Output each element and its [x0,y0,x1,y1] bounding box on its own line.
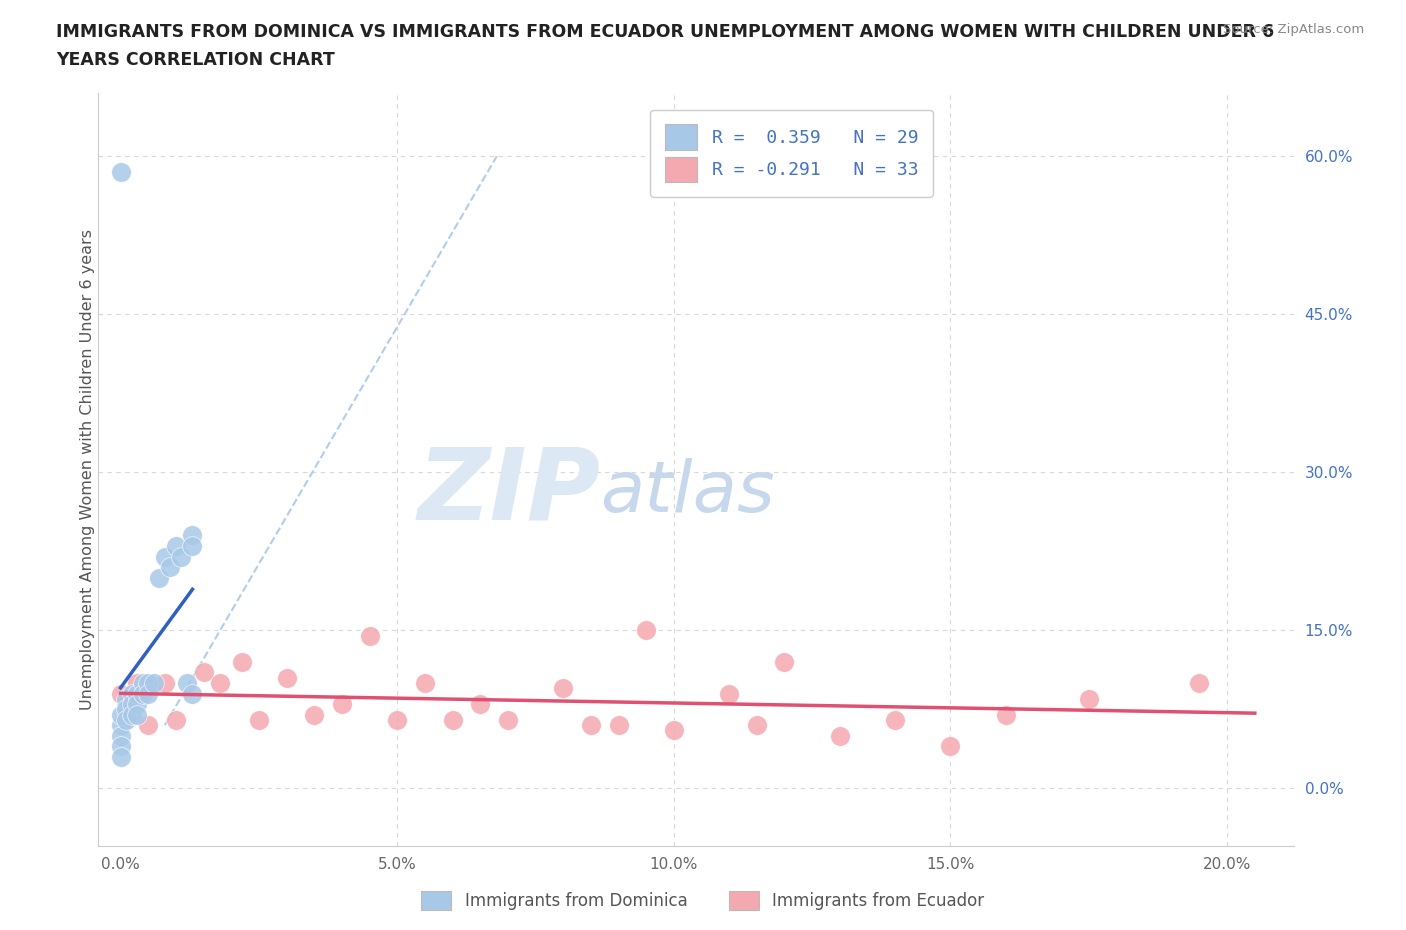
Point [121,697,143,711]
Point [110,165,132,179]
Point [359,628,381,643]
Point [302,707,325,722]
Point [153,549,176,564]
Point [136,718,159,733]
Point [115,712,138,727]
Point [330,697,353,711]
Point [773,655,796,670]
Point [121,686,143,701]
Point [170,549,193,564]
Point [181,686,204,701]
Point [636,623,658,638]
Point [131,675,153,690]
Point [115,702,138,717]
Point [181,538,204,553]
Point [607,718,630,733]
Point [110,728,132,743]
Point [127,675,149,690]
Point [110,686,132,701]
Point [662,723,685,737]
Point [553,681,575,696]
Y-axis label: Unemployment Among Women with Children Under 6 years: Unemployment Among Women with Children U… [80,229,94,711]
Text: IMMIGRANTS FROM DOMINICA VS IMMIGRANTS FROM ECUADOR UNEMPLOYMENT AMONG WOMEN WIT: IMMIGRANTS FROM DOMINICA VS IMMIGRANTS F… [56,23,1274,41]
Point [209,675,232,690]
Point [131,686,153,701]
Point [110,707,132,722]
Point [828,728,851,743]
Point [136,686,159,701]
Point [121,707,143,722]
Point [939,738,962,753]
Point [181,528,204,543]
Point [231,655,253,670]
Point [110,750,132,764]
Point [413,675,436,690]
Point [884,712,907,727]
Text: atlas: atlas [600,458,775,526]
Point [115,697,138,711]
Point [994,707,1017,722]
Point [110,738,132,753]
Point [193,665,215,680]
Point [148,570,170,585]
Point [115,691,138,706]
Point [127,697,149,711]
Point [176,675,198,690]
Point [247,712,270,727]
Point [136,675,159,690]
Point [387,712,409,727]
Point [470,697,492,711]
Point [142,675,165,690]
Point [745,718,768,733]
Point [165,712,187,727]
Point [1077,691,1099,706]
Point [441,712,464,727]
Point [276,671,298,685]
Point [496,712,519,727]
Legend: Immigrants from Dominica, Immigrants from Ecuador: Immigrants from Dominica, Immigrants fro… [415,884,991,917]
Point [127,686,149,701]
Point [1188,675,1211,690]
Point [159,560,181,575]
Legend: R =  0.359   N = 29, R = -0.291   N = 33: R = 0.359 N = 29, R = -0.291 N = 33 [651,110,932,197]
Text: Source: ZipAtlas.com: Source: ZipAtlas.com [1223,23,1364,36]
Text: ZIP: ZIP [418,444,600,540]
Point [718,686,741,701]
Point [110,718,132,733]
Text: YEARS CORRELATION CHART: YEARS CORRELATION CHART [56,51,335,69]
Point [579,718,602,733]
Point [165,538,187,553]
Point [127,707,149,722]
Point [153,675,176,690]
